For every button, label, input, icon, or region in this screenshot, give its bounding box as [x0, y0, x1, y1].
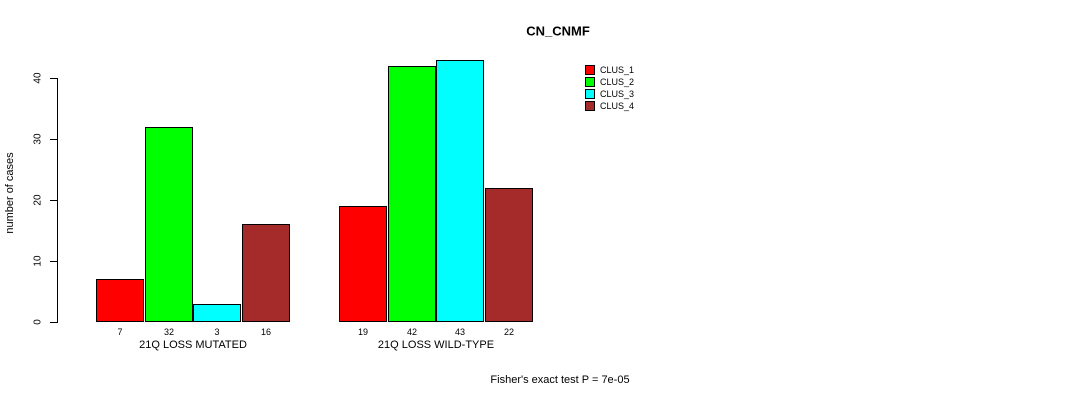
legend-swatch: [585, 77, 595, 87]
legend-label: CLUS_1: [600, 65, 635, 75]
legend-swatch: [585, 101, 595, 111]
y-tick: [50, 261, 57, 262]
group-label: 21Q LOSS MUTATED: [139, 339, 247, 351]
bar-clus_1-group1: [96, 279, 144, 322]
bar-value-label: 19: [357, 327, 369, 337]
y-tick: [50, 139, 57, 140]
bar-value-label: 43: [454, 327, 466, 337]
bar-clus_4-group1: [242, 224, 290, 322]
legend-swatch: [585, 65, 595, 75]
bar-clus_3-group2: [436, 60, 484, 322]
chart-title: CN_CNMF: [526, 23, 590, 39]
bar-clus_1-group2: [339, 206, 387, 322]
bar-value-label: 3: [214, 327, 220, 337]
bar-value-label: 16: [260, 327, 272, 337]
bar-clus_2-group2: [388, 66, 436, 322]
fisher-test-annotation: Fisher's exact test P = 7e-05: [490, 374, 630, 386]
legend-label: CLUS_2: [600, 77, 635, 87]
y-axis: [57, 78, 58, 323]
bar-clus_2-group1: [145, 127, 193, 322]
y-tick: [50, 200, 57, 201]
y-tick-label: 0: [32, 319, 44, 325]
y-tick-label: 10: [32, 255, 44, 267]
bar-clus_4-group2: [485, 188, 533, 322]
y-tick: [50, 78, 57, 79]
bar-value-label: 42: [406, 327, 418, 337]
y-axis-label: number of cases: [4, 152, 16, 234]
bar-value-label: 7: [117, 327, 123, 337]
bar-clus_3-group1: [193, 304, 241, 322]
bar-value-label: 22: [503, 327, 515, 337]
legend-label: CLUS_3: [600, 89, 635, 99]
y-tick-label: 30: [32, 133, 44, 145]
y-tick: [50, 322, 57, 323]
group-label: 21Q LOSS WILD-TYPE: [377, 339, 495, 351]
y-tick-label: 40: [32, 72, 44, 84]
legend-swatch: [585, 89, 595, 99]
y-tick-label: 20: [32, 194, 44, 206]
legend-label: CLUS_4: [600, 101, 635, 111]
bar-value-label: 32: [163, 327, 175, 337]
